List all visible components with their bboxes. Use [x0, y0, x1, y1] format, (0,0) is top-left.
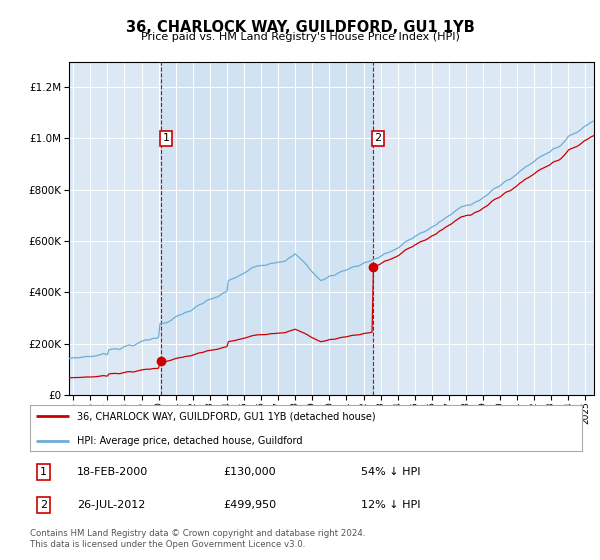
- Text: 26-JUL-2012: 26-JUL-2012: [77, 500, 145, 510]
- Text: Contains HM Land Registry data © Crown copyright and database right 2024.
This d: Contains HM Land Registry data © Crown c…: [30, 529, 365, 549]
- Text: HPI: Average price, detached house, Guildford: HPI: Average price, detached house, Guil…: [77, 436, 302, 446]
- Text: 36, CHARLOCK WAY, GUILDFORD, GU1 1YB (detached house): 36, CHARLOCK WAY, GUILDFORD, GU1 1YB (de…: [77, 412, 376, 421]
- Text: £130,000: £130,000: [223, 467, 276, 477]
- Text: 1: 1: [163, 133, 169, 143]
- Text: 36, CHARLOCK WAY, GUILDFORD, GU1 1YB: 36, CHARLOCK WAY, GUILDFORD, GU1 1YB: [125, 20, 475, 35]
- Text: 54% ↓ HPI: 54% ↓ HPI: [361, 467, 421, 477]
- Text: Price paid vs. HM Land Registry's House Price Index (HPI): Price paid vs. HM Land Registry's House …: [140, 32, 460, 43]
- Text: 18-FEB-2000: 18-FEB-2000: [77, 467, 148, 477]
- Text: 12% ↓ HPI: 12% ↓ HPI: [361, 500, 421, 510]
- Text: 2: 2: [40, 500, 47, 510]
- Text: £499,950: £499,950: [223, 500, 277, 510]
- Text: 1: 1: [40, 467, 47, 477]
- Text: 2: 2: [374, 133, 382, 143]
